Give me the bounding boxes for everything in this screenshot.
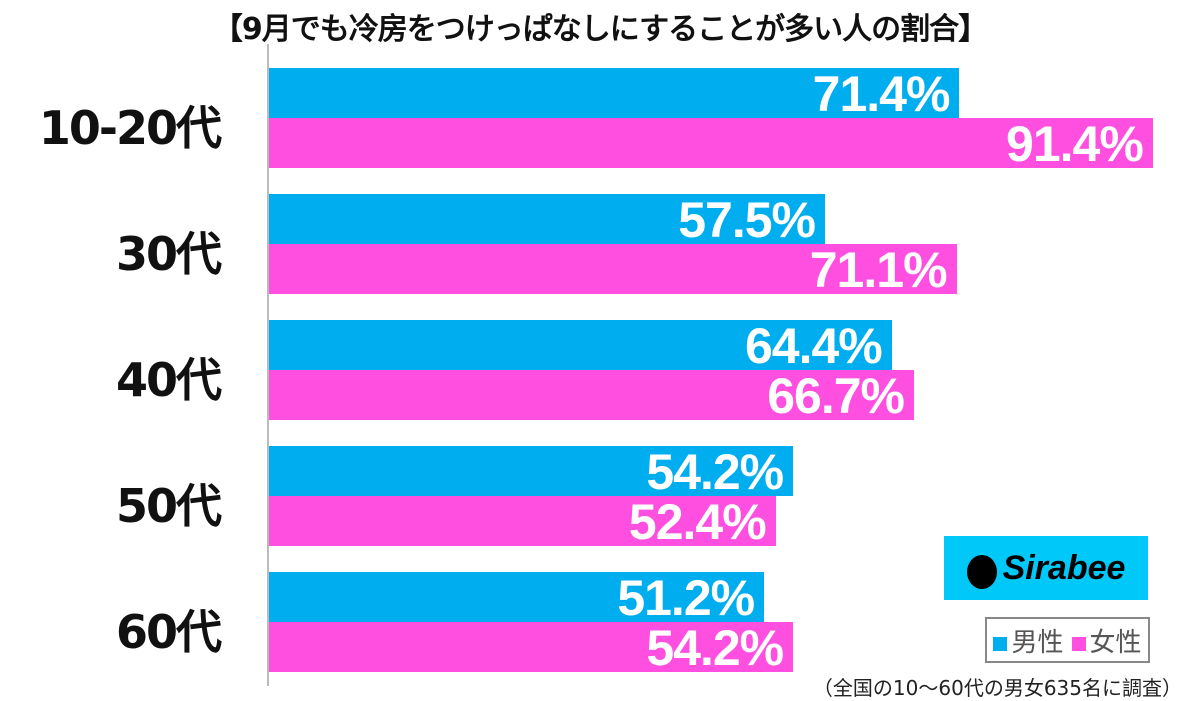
category-label: 30代: [115, 227, 222, 281]
female-bar: 71.1%: [269, 242, 957, 298]
data-label: 57.5%: [678, 192, 816, 248]
data-label: 71.1%: [809, 242, 948, 298]
data-label: 54.2%: [646, 444, 784, 500]
data-label: 71.4%: [812, 66, 951, 122]
logo-text: Sirabee: [1002, 548, 1126, 587]
data-label: 64.4%: [744, 318, 883, 374]
logo-mark-icon: [966, 555, 997, 589]
legend-swatch: [1071, 636, 1086, 651]
survey-note: （全国の10〜60代の男女635名に調査）: [812, 676, 1182, 700]
female-bar: 91.4%: [269, 116, 1153, 172]
sirabee-logo: Sirabee: [944, 536, 1148, 600]
data-label: 91.4%: [1006, 116, 1144, 172]
data-label: 52.4%: [628, 494, 767, 550]
female-bar: 66.7%: [269, 368, 914, 424]
female-bar: 54.2%: [269, 620, 794, 676]
category-label: 10-20代: [38, 101, 222, 155]
legend: 男性 女性: [985, 617, 1150, 663]
male-bar: 51.2%: [269, 570, 765, 626]
legend-swatch: [993, 636, 1008, 651]
legend-item-female: 女性: [1071, 622, 1142, 659]
data-label: 66.7%: [767, 368, 905, 424]
legend-item-male: 男性: [993, 622, 1064, 659]
y-axis-line: [267, 44, 269, 686]
chart-title: 【9月でも冷房をつけっぱなしにすることが多い人の割合】: [212, 12, 988, 47]
legend-label: 女性: [1089, 627, 1142, 658]
data-label: 51.2%: [617, 570, 755, 626]
female-bar: 52.4%: [269, 494, 776, 550]
male-bar: 64.4%: [269, 318, 892, 374]
male-bar: 54.2%: [269, 444, 794, 500]
category-label: 50代: [115, 479, 222, 533]
category-label: 40代: [115, 353, 222, 407]
category-label: 60代: [115, 605, 222, 659]
male-bar: 57.5%: [269, 192, 826, 248]
data-label: 54.2%: [646, 620, 784, 676]
legend-label: 男性: [1011, 627, 1064, 658]
male-bar: 71.4%: [269, 66, 960, 122]
